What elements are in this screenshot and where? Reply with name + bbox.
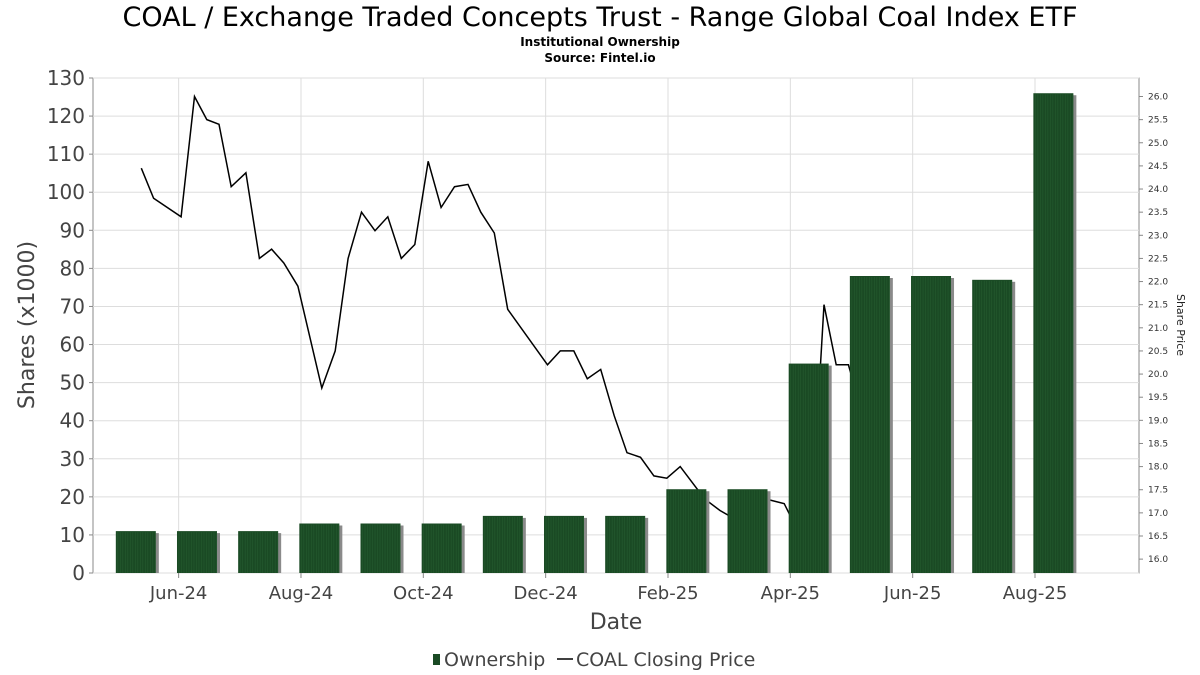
legend-price-label: COAL Closing Price	[576, 649, 755, 671]
y2-tick-label: 16.5	[1148, 532, 1168, 542]
y-tick-label: 0	[72, 561, 85, 585]
y-tick-label: 110	[47, 142, 85, 166]
plot-area	[92, 77, 1140, 574]
ownership-bar	[115, 531, 156, 573]
y-tick-label: 120	[47, 104, 85, 128]
legend-ownership-swatch	[433, 654, 440, 665]
y2-axis-title: Share Price	[1174, 294, 1187, 356]
ownership-bar	[238, 531, 279, 573]
price-line	[140, 94, 892, 544]
ownership-bar	[360, 523, 401, 573]
x-tick-label: Jun-24	[149, 583, 208, 604]
y2-tick-label: 25.0	[1148, 139, 1168, 149]
y2-tick-label: 23.0	[1148, 231, 1168, 241]
y2-tick-label: 21.5	[1148, 301, 1168, 311]
y2-tick-label: 20.0	[1148, 370, 1168, 380]
ownership-bar	[605, 515, 646, 573]
chart-subtitle: Institutional Ownership	[520, 35, 680, 49]
y2-tick-label: 26.0	[1148, 93, 1168, 103]
y2-tick-label: 20.5	[1148, 347, 1168, 357]
ownership-bar	[482, 515, 523, 573]
y2-tick-label: 22.0	[1148, 278, 1168, 288]
ownership-bar	[788, 363, 829, 573]
y-tick-label: 130	[47, 66, 85, 90]
chart-source: Source: Fintel.io	[544, 51, 656, 65]
y-tick-label: 100	[47, 180, 85, 204]
ownership-bar	[666, 489, 707, 573]
ownership-bar	[1033, 93, 1074, 573]
y-tick-label: 30	[60, 447, 85, 471]
y-tick-label: 20	[60, 485, 85, 509]
legend-ownership-label: Ownership	[444, 649, 545, 671]
ownership-bar	[544, 515, 585, 573]
y2-tick-label: 16.0	[1148, 555, 1168, 565]
ownership-bar	[421, 523, 462, 573]
y2-tick-label: 17.5	[1148, 486, 1168, 496]
y2-axis-ticks: 16.0 16.5 17.0 17.5 18.0 18.5 19.0 19.5 20.0 20.5…	[1139, 93, 1168, 565]
y2-tick-label: 22.5	[1148, 254, 1168, 264]
chart-title: COAL / Exchange Traded Concepts Trust - …	[122, 2, 1078, 33]
y-axis-title: Shares (x1000)	[15, 241, 40, 409]
y-tick-label: 70	[60, 294, 85, 318]
y2-tick-label: 18.0	[1148, 463, 1168, 473]
y2-tick-label: 21.0	[1148, 324, 1168, 334]
ownership-bar	[849, 276, 890, 573]
y2-tick-label: 17.0	[1148, 509, 1168, 519]
x-tick-label: Oct-24	[393, 583, 454, 604]
ownership-bar	[727, 489, 768, 573]
y2-tick-label: 24.5	[1148, 162, 1168, 172]
y2-tick-label: 24.0	[1148, 185, 1168, 195]
ownership-bar	[972, 279, 1013, 573]
y-tick-label: 80	[60, 256, 85, 280]
x-tick-label: Jun-25	[883, 583, 942, 604]
ownership-bar	[176, 531, 217, 573]
ownership-bars	[115, 93, 1077, 573]
y2-tick-label: 19.5	[1148, 393, 1168, 403]
y2-tick-label: 18.5	[1148, 439, 1168, 449]
price-line-group	[140, 94, 892, 544]
x-axis-ticks: Jun-24 Aug-24 Oct-24 Dec-24 Feb-25 Apr-25 Jun-…	[149, 573, 1067, 604]
y-tick-label: 40	[60, 409, 85, 433]
legend: Ownership COAL Closing Price	[433, 649, 755, 671]
y-tick-label: 50	[60, 371, 85, 395]
ownership-bar	[911, 276, 952, 573]
x-tick-label: Apr-25	[761, 583, 820, 604]
y2-tick-label: 23.5	[1148, 208, 1168, 218]
x-tick-label: Feb-25	[637, 583, 698, 604]
y2-tick-label: 19.0	[1148, 416, 1168, 426]
y-tick-label: 60	[60, 333, 85, 357]
y-tick-label: 10	[60, 523, 85, 547]
x-tick-label: Aug-24	[269, 583, 334, 604]
y-axis-ticks: 0 10 20 30 40 50 60 70 80 90 100 110 120 130	[47, 66, 93, 585]
x-tick-label: Dec-24	[514, 583, 578, 604]
y-tick-label: 90	[60, 218, 85, 242]
ownership-bar	[299, 523, 340, 573]
y2-tick-label: 25.5	[1148, 116, 1168, 126]
x-axis-title: Date	[590, 610, 643, 635]
x-tick-label: Aug-25	[1003, 583, 1068, 604]
